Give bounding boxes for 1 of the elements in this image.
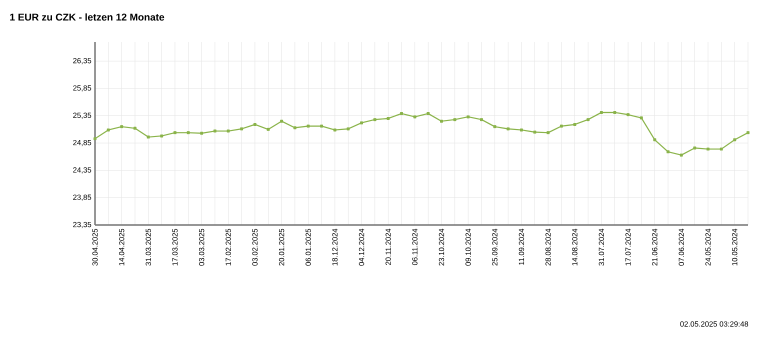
- chart-title: 1 EUR zu CZK - letzen 12 Monate: [10, 13, 164, 21]
